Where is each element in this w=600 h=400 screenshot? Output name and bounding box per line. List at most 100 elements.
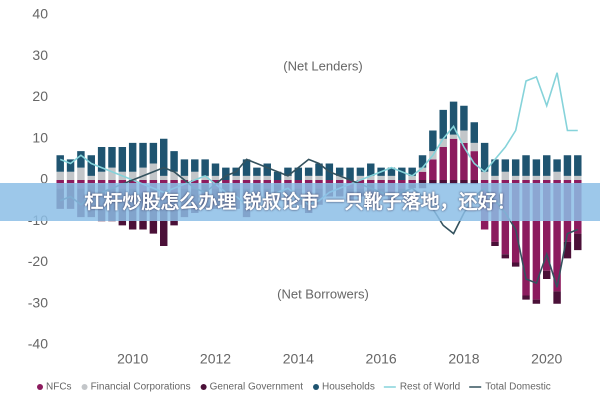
bar [491,175,499,180]
bar [77,151,85,168]
legend-marker [200,384,207,390]
bar [325,180,334,185]
bar [211,175,220,180]
bar [501,159,510,172]
y-tick-label: -40 [28,336,48,352]
bar [160,175,168,180]
bar [170,171,178,180]
bar [66,159,75,172]
bar [439,147,447,180]
bar [108,147,116,168]
bar [191,159,199,172]
bar [304,167,313,176]
bar [346,167,354,180]
bar [118,147,127,172]
bar [108,167,116,180]
bar [253,175,261,180]
bar [480,171,489,180]
bar [522,155,530,176]
bar [356,167,365,176]
bar [511,159,520,176]
bar [398,167,406,180]
bar [449,138,458,180]
bar [232,175,240,180]
bar [511,175,520,180]
bar [408,175,416,180]
bar [222,167,230,180]
bar [253,167,261,176]
bar [56,155,64,172]
y-tick-label: 0 [40,171,48,187]
bar [553,159,561,172]
bar [553,291,561,304]
bar [87,180,95,185]
x-tick-label: 2018 [448,351,479,367]
bar [532,175,541,180]
bar [460,142,468,180]
bar [543,270,551,279]
bar [139,167,147,180]
bar [160,138,168,176]
bar [460,105,468,131]
bar [377,175,385,180]
bar [97,180,106,185]
bar [294,167,303,180]
bar [574,175,582,180]
bar [284,167,292,176]
bar [253,180,261,185]
bar [543,175,551,180]
bar [470,122,478,143]
bar [180,159,189,176]
bar [574,155,582,176]
legend-label: General Government [210,382,304,393]
bar [480,142,489,172]
legend-label: Rest of World [400,382,460,393]
legend-label: Households [322,382,375,393]
bar [439,180,447,185]
bar [304,175,313,180]
bar [149,142,158,164]
bar [532,180,541,300]
bar [139,142,147,168]
bar [315,175,323,180]
bar [387,175,396,180]
bar [66,171,75,180]
y-tick-label: 40 [32,6,48,22]
bar [449,180,458,185]
x-tick-label: 2020 [531,351,562,367]
bar [87,175,95,180]
bar [543,155,551,176]
legend-label: NFCs [46,382,72,393]
bar [470,180,478,185]
bar [563,155,572,176]
bar [191,171,199,180]
bar [315,163,323,176]
y-tick-label: -20 [28,253,48,269]
bar [335,180,344,185]
bar [460,180,468,185]
bar [128,171,137,180]
bar [335,175,344,180]
bar [408,180,416,185]
bar [222,180,230,185]
bar [66,180,75,185]
bar [418,167,427,172]
bar [284,175,292,180]
bar [367,175,375,180]
bar [97,171,106,180]
bar [563,175,572,180]
bar [491,241,499,246]
bar [367,180,375,185]
bar [180,175,189,180]
bar [429,130,437,152]
bar [418,171,427,180]
bar [242,159,251,176]
legend-label: Financial Corporations [91,382,191,393]
bar [273,171,282,180]
banner: 杠杆炒股怎么办理 锐叔论市 一只靴子落地，还好！ [0,183,600,221]
bar [367,163,375,176]
legend-marker [313,384,320,390]
bar [470,151,478,180]
bar [470,142,478,152]
